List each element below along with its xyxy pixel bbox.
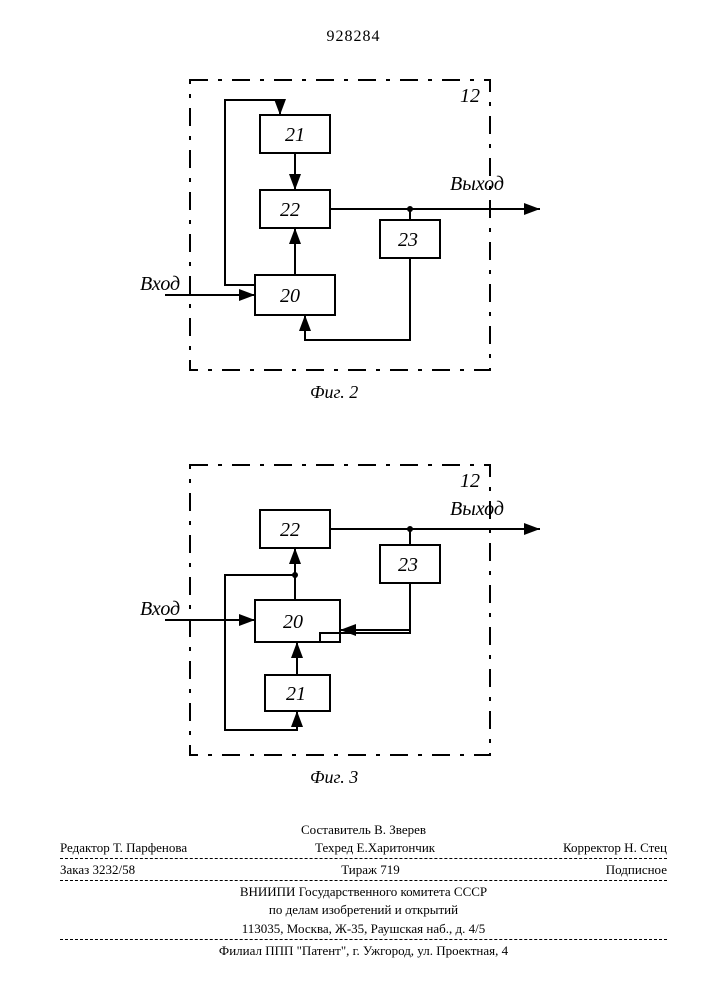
- block-22-label: 22: [280, 199, 300, 221]
- output-label: Выход: [450, 173, 504, 195]
- footer-block: Составитель В. Зверев Редактор Т. Парфен…: [60, 821, 667, 960]
- container-label: 12: [460, 470, 480, 492]
- document-number: 928284: [0, 28, 707, 46]
- footer-tirazh: Тираж 719: [341, 861, 400, 879]
- footer-addr2: Филиал ППП "Патент", г. Ужгород, ул. Про…: [60, 942, 667, 960]
- output-label: Выход: [450, 498, 504, 520]
- figure-2: 12 21 22 23 20 Вход Выход Фиг. 2: [0, 60, 707, 430]
- edge-loop-21: [225, 575, 297, 730]
- footer-org2: по делам изобретений и открытий: [60, 901, 667, 919]
- block-20-label: 20: [283, 611, 303, 633]
- figure-3: 12 22 23 20 21 Вход Выход: [0, 445, 707, 815]
- input-label: Вход: [140, 273, 180, 295]
- edge-23-20-final: [340, 583, 410, 630]
- edge-20-21: [225, 100, 280, 285]
- footer-addr1: 113035, Москва, Ж-35, Раушская наб., д. …: [242, 920, 485, 938]
- footer-techred: Техред Е.Харитончик: [315, 839, 435, 857]
- footer-order: Заказ 3232/58: [60, 861, 135, 879]
- edge-23-20: [305, 258, 410, 340]
- block-20-label: 20: [280, 285, 300, 307]
- block-22-label: 22: [280, 519, 300, 541]
- container-label: 12: [460, 85, 480, 107]
- page: 928284 12 21 22 23 20 Вход: [0, 0, 707, 1000]
- footer-editor: Редактор Т. Парфенова: [60, 839, 187, 857]
- footer-compiler: Составитель В. Зверев: [60, 821, 667, 839]
- figure-3-caption: Фиг. 3: [310, 767, 358, 787]
- footer-corrector: Корректор Н. Стец: [563, 839, 667, 857]
- input-label: Вход: [140, 598, 180, 620]
- figure-2-caption: Фиг. 2: [310, 382, 358, 402]
- block-21-label: 21: [285, 124, 305, 146]
- block-23-label: 23: [398, 229, 418, 251]
- footer-org1: ВНИИПИ Государственного комитета СССР: [60, 883, 667, 901]
- edge-23-20: [320, 583, 410, 642]
- block-21-label: 21: [286, 683, 306, 705]
- block-23-label: 23: [398, 554, 418, 576]
- container-box: [190, 80, 490, 370]
- footer-podpisnoe: Подписное: [606, 861, 667, 879]
